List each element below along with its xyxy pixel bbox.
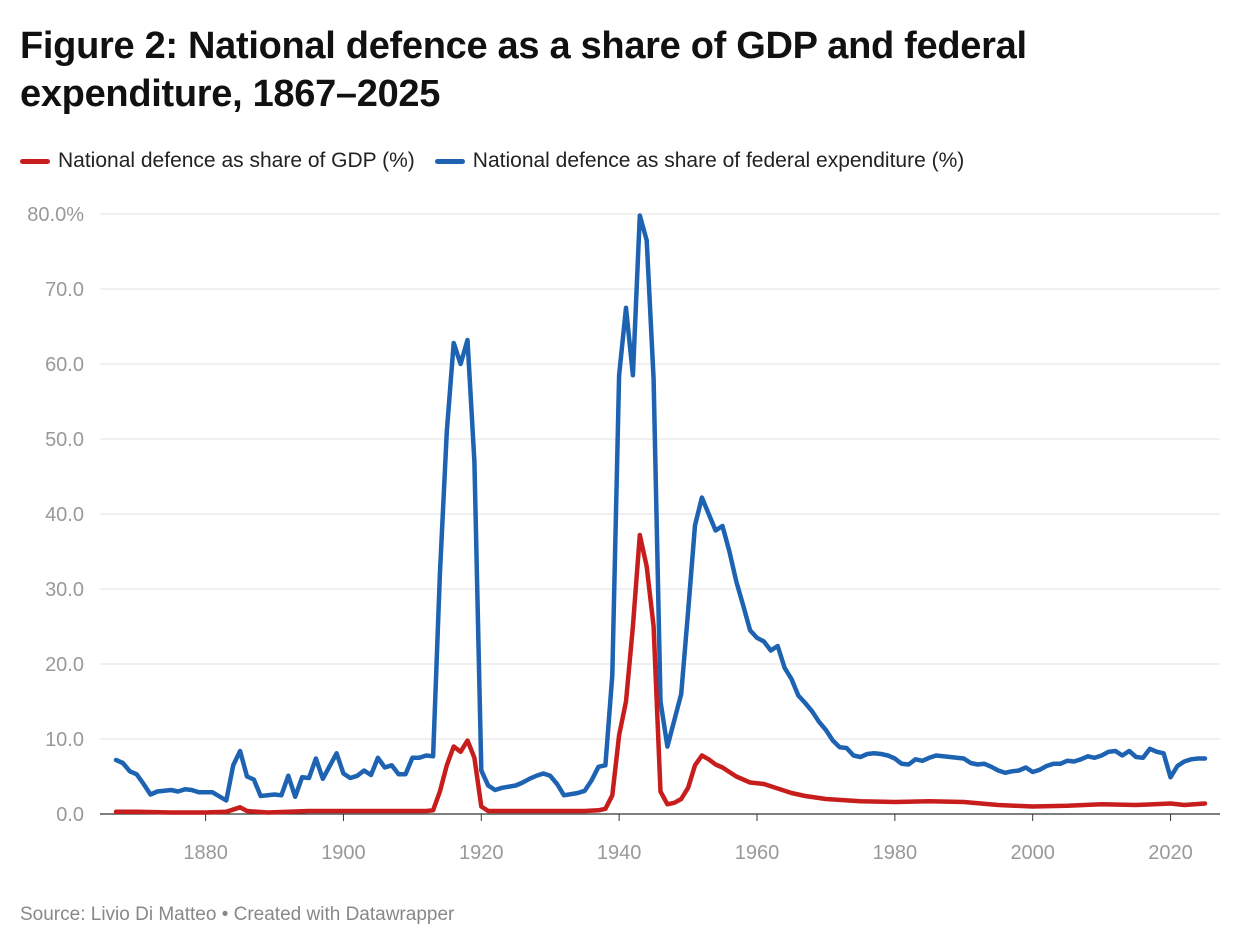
legend-swatch-federal-expenditure: [434, 158, 465, 164]
x-tick-label: 1880: [183, 842, 228, 864]
series-lines: [113, 213, 1208, 815]
x-tick-label: 1980: [873, 842, 918, 864]
series-line-federal-expenditure: [113, 213, 1208, 803]
x-axis-ticks: 1880 1900 1920 1940 1960 1980 2000 2020: [183, 814, 1193, 864]
legend: National defence as share of GDP (%) Nat…: [20, 146, 984, 176]
y-tick-label: 40.0: [45, 504, 84, 526]
y-tick-label: 60.0: [45, 354, 84, 376]
y-tick-label: 30.0: [45, 579, 84, 601]
y-tick-label: 10.0: [45, 729, 84, 751]
legend-item-gdp: National defence as share of GDP (%): [20, 149, 415, 173]
x-tick-label: 1900: [321, 842, 366, 864]
y-tick-label: 20.0: [45, 654, 84, 676]
legend-item-federal-expenditure: National defence as share of federal exp…: [434, 149, 965, 173]
x-tick-label: 2000: [1010, 842, 1055, 864]
legend-label-federal-expenditure: National defence as share of federal exp…: [472, 149, 965, 172]
x-tick-label: 1920: [459, 842, 504, 864]
y-tick-label: 50.0: [45, 429, 84, 451]
x-tick-label: 2020: [1148, 842, 1193, 864]
chart-title: Figure 2: National defence as a share of…: [20, 25, 1027, 115]
gridlines: [100, 213, 1220, 815]
x-tick-label: 1940: [597, 842, 642, 864]
source-note: Source: Livio Di Matteo • Created with D…: [20, 904, 455, 925]
legend-label-gdp: National defence as share of GDP (%): [58, 149, 415, 172]
y-tick-label: 70.0: [45, 279, 84, 301]
x-tick-label: 1960: [735, 842, 780, 864]
line-chart: 0.0 10.0 20.0 30.0 40.0 50.0 60.0 70.0 80.0% 188…: [27, 204, 1220, 864]
y-axis-ticks: 0.0 10.0 20.0 30.0 40.0 50.0 60.0 70.0 80.0%: [27, 204, 84, 826]
y-tick-label: 0.0: [56, 804, 84, 826]
legend-swatch-gdp: [20, 158, 50, 164]
y-tick-label: 80.0%: [27, 204, 84, 226]
series-line-gdp: [113, 532, 1208, 815]
